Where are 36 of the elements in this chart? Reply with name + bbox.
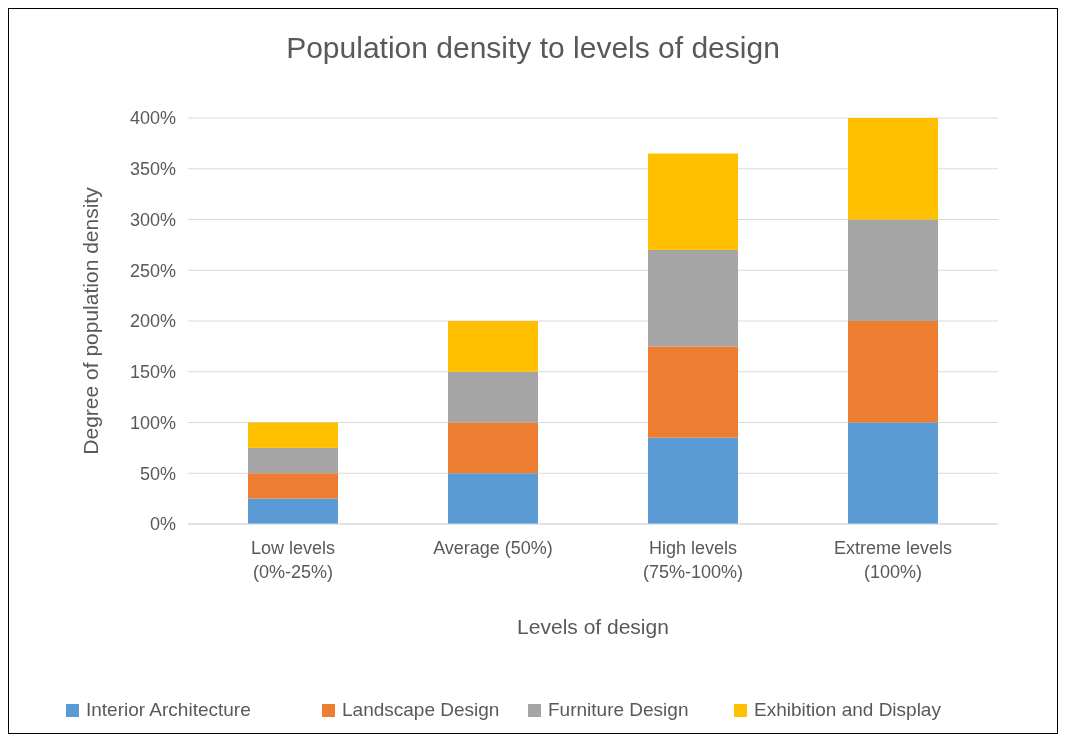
x-tick-label: Extreme levels (100%) bbox=[833, 538, 953, 582]
y-tick-label: 200% bbox=[129, 311, 176, 332]
legend-label: Furniture Design bbox=[548, 699, 689, 720]
bar bbox=[648, 249, 738, 347]
bar bbox=[848, 118, 938, 220]
y-tick-label: 50% bbox=[139, 463, 176, 484]
y-axis-title: Degree of population density bbox=[79, 186, 102, 455]
y-tick-label: 100% bbox=[129, 412, 176, 433]
bar bbox=[648, 153, 738, 250]
y-tick-label: 250% bbox=[129, 260, 176, 281]
bar bbox=[448, 473, 538, 524]
bar bbox=[848, 321, 938, 423]
bar bbox=[648, 437, 738, 524]
chart-title: Population density to levels of design bbox=[286, 31, 780, 64]
bar bbox=[448, 371, 538, 423]
y-tick-label: 0% bbox=[149, 514, 176, 535]
y-tick-label: 300% bbox=[129, 209, 176, 230]
y-tick-label: 150% bbox=[129, 362, 176, 383]
bar bbox=[248, 473, 338, 499]
bar bbox=[848, 422, 938, 524]
legend-label: Exhibition and Display bbox=[754, 699, 942, 720]
y-tick-label: 350% bbox=[129, 159, 176, 180]
legend-label: Interior Architecture bbox=[86, 699, 251, 720]
bar bbox=[648, 346, 738, 438]
y-tick-label: 400% bbox=[129, 108, 176, 129]
bar bbox=[248, 422, 338, 448]
bar bbox=[848, 219, 938, 321]
bar bbox=[248, 498, 338, 524]
legend-label: Landscape Design bbox=[342, 699, 500, 720]
x-tick-label: Average (50%) bbox=[433, 538, 553, 558]
x-axis-title: Levels of design bbox=[517, 615, 669, 638]
x-tick-label: Low levels (0%-25%) bbox=[250, 538, 336, 582]
bar bbox=[248, 447, 338, 474]
x-tick-label: High levels (75%-100%) bbox=[642, 538, 744, 582]
bar bbox=[448, 422, 538, 474]
bar bbox=[448, 321, 538, 372]
